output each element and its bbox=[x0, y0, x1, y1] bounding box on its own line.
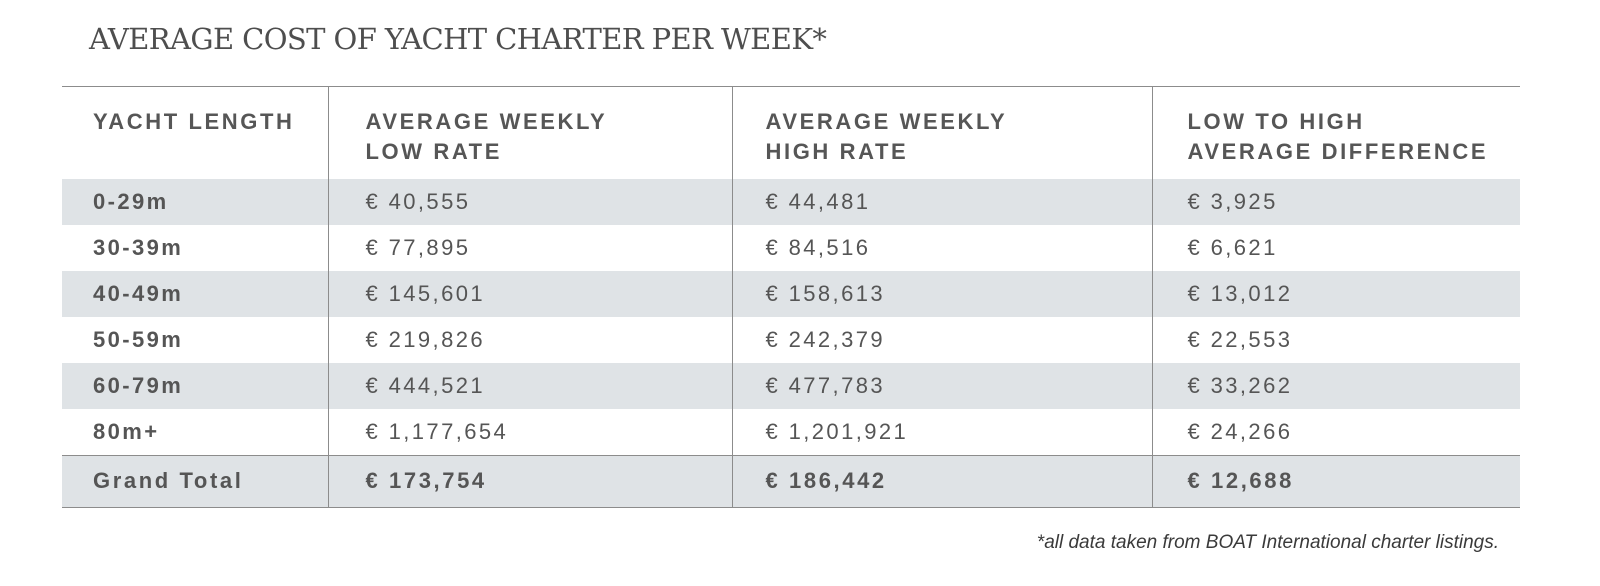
difference-cell: € 3,925 bbox=[1151, 178, 1520, 225]
yacht-length-cell: 50-59m bbox=[93, 326, 184, 352]
page-title: AVERAGE COST OF YACHT CHARTER PER WEEK* bbox=[89, 22, 827, 56]
grand-total-high-rate: € 186,442 bbox=[731, 454, 1152, 507]
charter-cost-table: YACHT LENGTH AVERAGE WEEKLY LOW RATE AVE… bbox=[62, 86, 1520, 508]
table-row: 50-59m € 219,826 € 242,379 € 22,553 bbox=[62, 316, 1520, 363]
high-rate-cell: € 158,613 bbox=[731, 270, 1152, 317]
difference-cell: € 6,621 bbox=[1151, 224, 1520, 271]
header-line: AVERAGE WEEKLY bbox=[765, 109, 1008, 134]
yacht-length-cell: 0-29m bbox=[62, 178, 328, 225]
header-line: AVERAGE DIFFERENCE bbox=[1187, 139, 1489, 164]
header-line: AVERAGE WEEKLY bbox=[365, 109, 608, 134]
difference-cell: € 22,553 bbox=[1151, 316, 1520, 363]
grand-total-low-rate: € 173,754 bbox=[327, 454, 732, 507]
header-line: LOW TO HIGH bbox=[1187, 109, 1365, 134]
difference-cell: € 13,012 bbox=[1151, 270, 1520, 317]
header-line: YACHT LENGTH bbox=[93, 109, 295, 134]
table-header-row: YACHT LENGTH AVERAGE WEEKLY LOW RATE AVE… bbox=[62, 86, 1520, 179]
yacht-length-cell: 60-79m bbox=[62, 362, 328, 409]
high-rate-cell: € 477,783 bbox=[731, 362, 1152, 409]
charter-cost-table-container: YACHT LENGTH AVERAGE WEEKLY LOW RATE AVE… bbox=[62, 86, 1520, 508]
footnote: *all data taken from BOAT International … bbox=[1036, 532, 1499, 553]
table-row: 30-39m € 77,895 € 84,516 € 6,621 bbox=[62, 224, 1520, 271]
difference-cell: € 33,262 bbox=[1151, 362, 1520, 409]
yacht-length-cell: 40-49m bbox=[62, 270, 328, 317]
high-rate-cell: € 242,379 bbox=[731, 316, 1152, 363]
table-row: 60-79m € 444,521 € 477,783 € 33,262 bbox=[62, 362, 1520, 409]
low-rate-cell: € 77,895 bbox=[327, 224, 732, 271]
low-rate-cell: € 219,826 bbox=[327, 316, 732, 363]
yacht-length-cell: 30-39m bbox=[93, 234, 184, 260]
grand-total-label: Grand Total bbox=[62, 454, 328, 507]
table-row: 0-29m € 40,555 € 44,481 € 3,925 bbox=[62, 178, 1520, 225]
header-line: HIGH RATE bbox=[765, 139, 909, 164]
low-rate-cell: € 40,555 bbox=[327, 178, 732, 225]
header-yacht-length: YACHT LENGTH bbox=[62, 87, 328, 179]
yacht-length-cell: 80m+ bbox=[93, 418, 160, 444]
difference-cell: € 24,266 bbox=[1151, 408, 1520, 455]
high-rate-cell: € 1,201,921 bbox=[731, 408, 1152, 455]
table-row: 80m+ € 1,177,654 € 1,201,921 € 24,266 bbox=[62, 408, 1520, 455]
header-difference: LOW TO HIGH AVERAGE DIFFERENCE bbox=[1151, 86, 1520, 179]
low-rate-cell: € 145,601 bbox=[327, 270, 732, 317]
header-low-rate: AVERAGE WEEKLY LOW RATE bbox=[327, 86, 732, 179]
grand-total-row: Grand Total € 173,754 € 186,442 € 12,688 bbox=[62, 454, 1520, 507]
high-rate-cell: € 84,516 bbox=[731, 224, 1152, 271]
table-row: 40-49m € 145,601 € 158,613 € 13,012 bbox=[62, 270, 1520, 317]
grand-total-difference: € 12,688 bbox=[1151, 454, 1520, 507]
header-line: LOW RATE bbox=[365, 139, 502, 164]
header-high-rate: AVERAGE WEEKLY HIGH RATE bbox=[731, 86, 1152, 179]
high-rate-cell: € 44,481 bbox=[731, 178, 1152, 225]
low-rate-cell: € 1,177,654 bbox=[327, 408, 732, 455]
low-rate-cell: € 444,521 bbox=[327, 362, 732, 409]
